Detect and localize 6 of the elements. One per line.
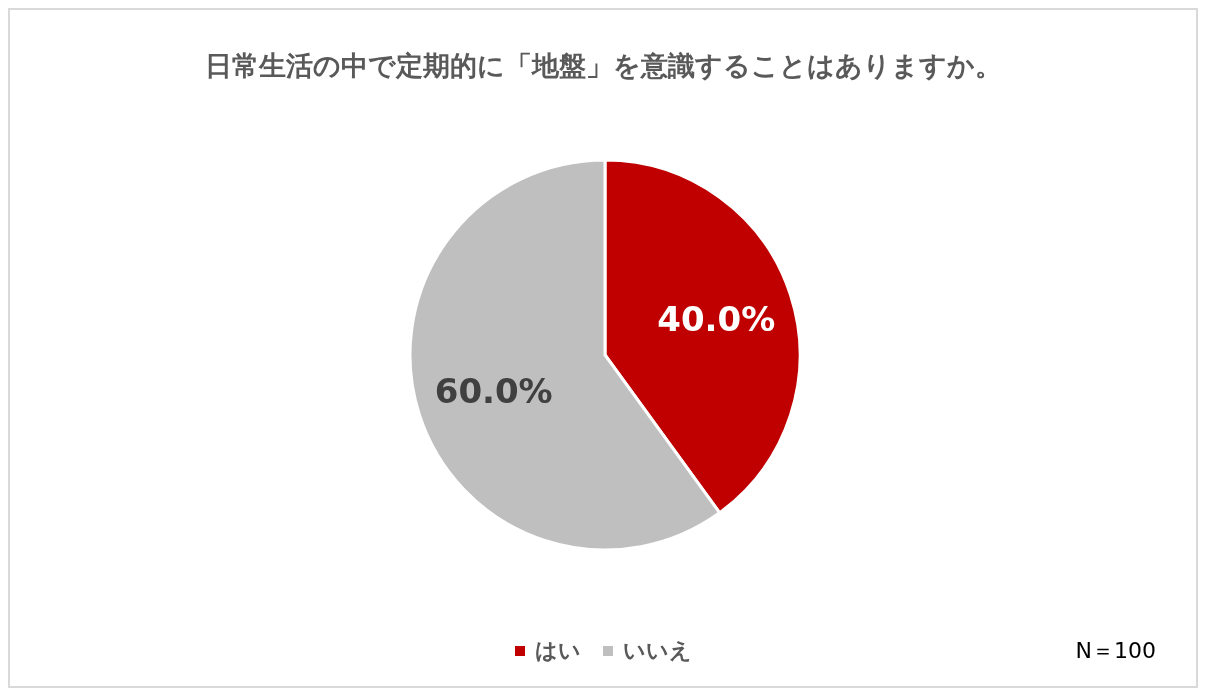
chart-title: 日常生活の中で定期的に「地盤」を意識することはありますか。 (203, 49, 1003, 83)
data-label: 40.0% (657, 298, 776, 339)
data-label: 60.0% (434, 371, 553, 412)
legend-label: はい (533, 637, 581, 665)
text: N＝100 (1075, 637, 1156, 665)
legend-label: いいえ (621, 637, 692, 665)
